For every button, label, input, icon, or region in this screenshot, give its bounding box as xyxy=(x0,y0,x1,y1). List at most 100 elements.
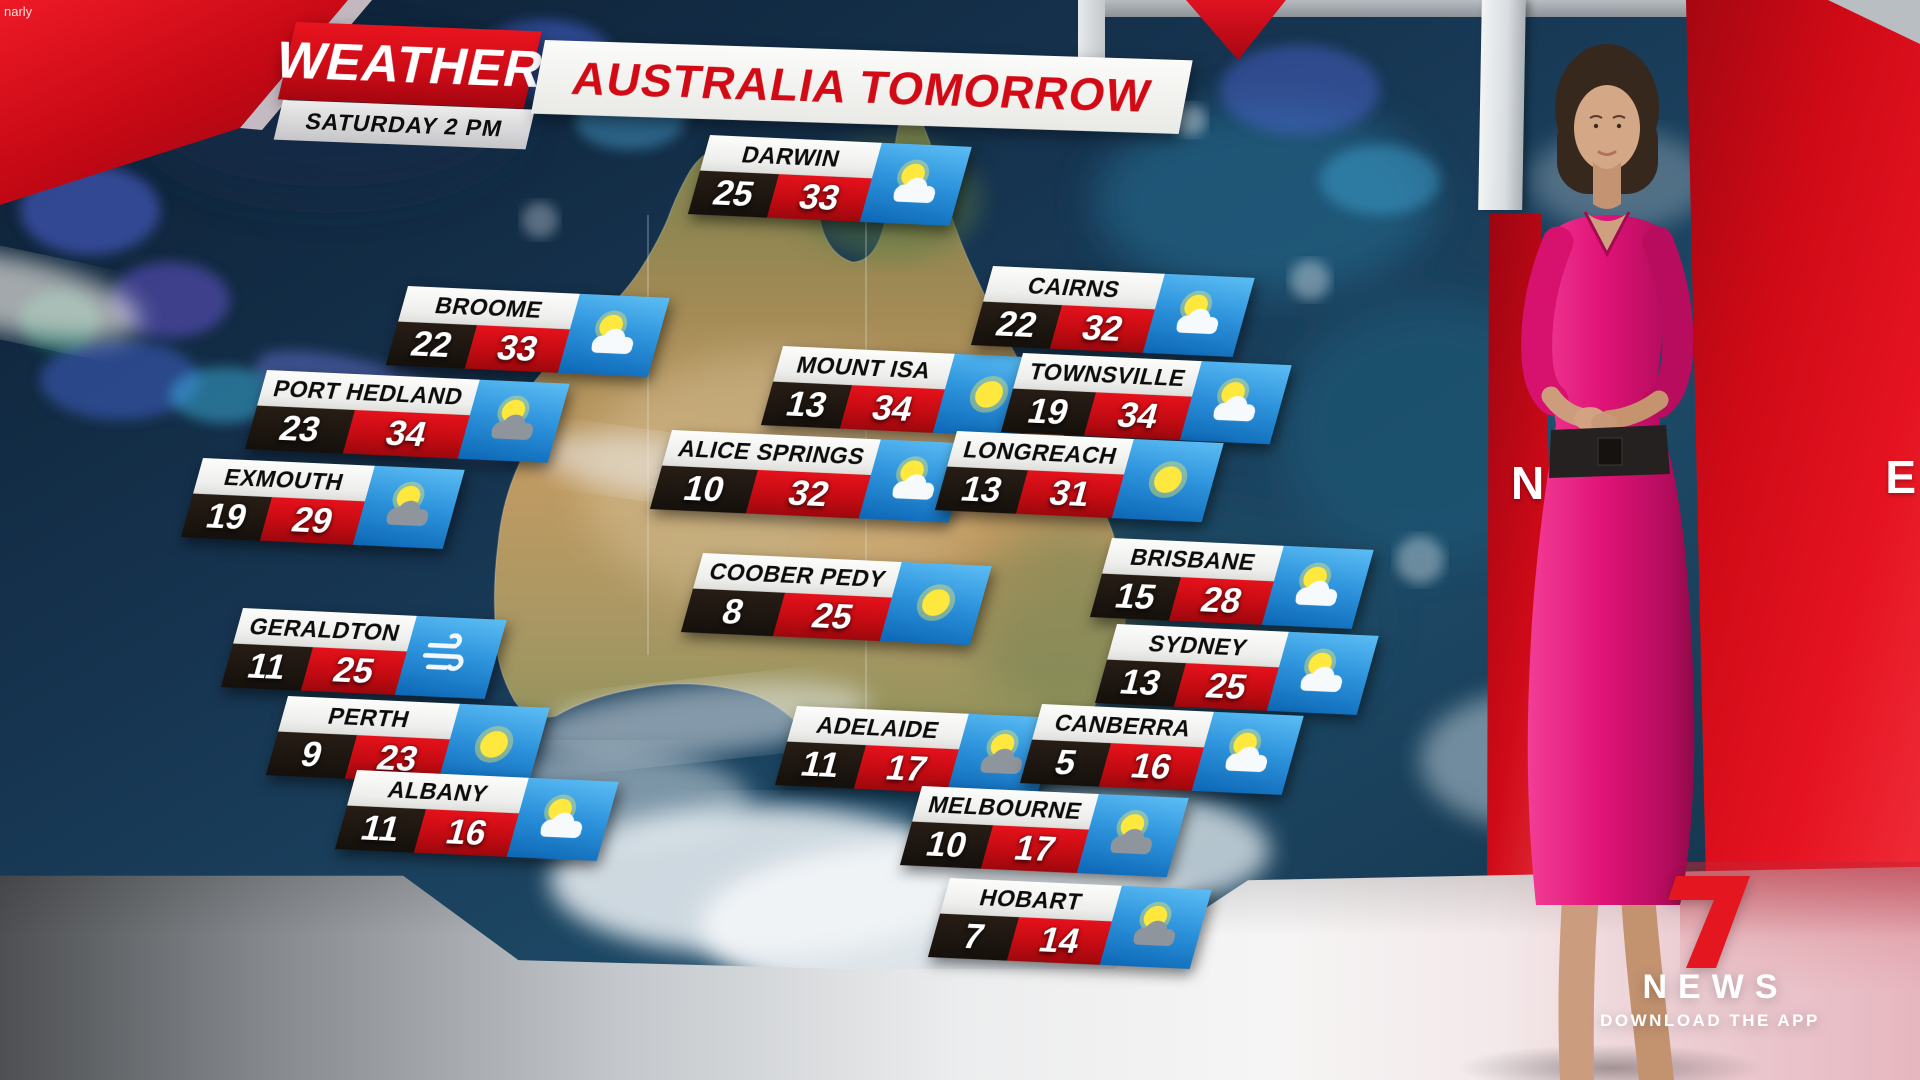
seven-logo-icon xyxy=(1668,876,1750,968)
weather-tile-adelaide: ADELAIDE 11 17 xyxy=(774,706,1059,797)
sunny-icon xyxy=(1148,461,1187,498)
icon-panel xyxy=(457,379,570,463)
sunny-icon xyxy=(474,725,514,763)
weather-tile-melbourne: MELBOURNE 10 17 xyxy=(899,786,1189,878)
icon-panel xyxy=(859,142,972,226)
min-temp: 9 xyxy=(265,731,358,779)
sun-grey-cloud-icon xyxy=(1110,809,1152,855)
max-temp: 32 xyxy=(746,469,872,519)
weather-tile-sydney: SYDNEY 13 25 xyxy=(1094,624,1379,715)
max-temp: 16 xyxy=(1098,743,1204,791)
icon-panel xyxy=(1180,361,1293,445)
weather-tile-darwin: DARWIN 25 33 xyxy=(687,135,972,226)
sun-grey-cloud-icon xyxy=(1133,901,1176,946)
min-temp: 10 xyxy=(649,465,759,514)
icon-panel xyxy=(437,703,550,787)
min-temp: 13 xyxy=(934,466,1029,514)
max-temp: 28 xyxy=(1168,577,1274,625)
channel-name: NEWS xyxy=(1642,968,1789,1006)
presenter-floor-shadow xyxy=(1455,1044,1765,1080)
app-tagline: DOWNLOAD THE APP xyxy=(1600,1011,1820,1030)
studio-red-wall: E xyxy=(1686,0,1920,884)
seven-news-logo: NEWS DOWNLOAD THE APP xyxy=(1580,876,1840,1031)
watermark: narly xyxy=(4,4,33,19)
weather-tile-alice-springs: ALICE SPRINGS 10 32 xyxy=(649,430,972,523)
weather-tile-port-hedland: PORT HEDLAND 23 34 xyxy=(244,370,570,463)
min-temp: 7 xyxy=(927,913,1020,961)
max-temp: 32 xyxy=(1049,305,1155,353)
max-temp: 16 xyxy=(413,809,519,857)
max-temp: 34 xyxy=(342,410,470,459)
icon-panel xyxy=(557,293,670,377)
min-temp: 22 xyxy=(385,321,478,369)
partly-cloudy-icon xyxy=(540,794,583,838)
weather-tile-perth: PERTH 9 23 xyxy=(265,696,550,787)
weather-tile-mount-isa: MOUNT ISA 13 34 xyxy=(760,346,1045,437)
weather-tile-canberra: CANBERRA 5 16 xyxy=(1019,704,1304,795)
min-temp: 19 xyxy=(180,493,273,541)
icon-panel xyxy=(1142,273,1255,357)
min-temp: 23 xyxy=(244,405,355,454)
icon-panel xyxy=(506,777,619,861)
min-temp: 19 xyxy=(1000,388,1096,436)
max-temp: 25 xyxy=(772,592,893,642)
weather-tile-broome: BROOME 22 33 xyxy=(385,286,670,377)
weather-tile-albany: ALBANY 11 16 xyxy=(334,770,619,861)
icon-panel xyxy=(1076,794,1189,878)
min-temp: 13 xyxy=(760,381,853,429)
max-temp: 34 xyxy=(1083,392,1193,441)
min-temp: 11 xyxy=(334,805,427,853)
min-temp: 10 xyxy=(899,821,994,869)
weather-tile-geraldton: GERALDTON 11 25 xyxy=(220,608,507,700)
studio-floor xyxy=(0,866,1920,1080)
icon-panel xyxy=(880,562,993,646)
icon-panel xyxy=(1099,885,1212,969)
min-temp: 5 xyxy=(1019,739,1112,787)
icon-panel xyxy=(1261,545,1374,629)
sun-grey-cloud-icon xyxy=(980,729,1023,774)
min-temp: 22 xyxy=(970,301,1063,349)
weather-tile-brisbane: BRISBANE 15 28 xyxy=(1089,538,1374,629)
max-temp: 34 xyxy=(839,385,945,433)
min-temp: 13 xyxy=(1094,659,1187,707)
icon-panel xyxy=(859,439,972,523)
icon-panel xyxy=(932,353,1045,437)
min-temp: 8 xyxy=(680,588,785,637)
max-temp: 33 xyxy=(766,174,872,222)
icon-panel xyxy=(1266,631,1379,715)
sun-grey-cloud-icon xyxy=(491,395,533,440)
sun-grey-cloud-icon xyxy=(386,481,429,526)
icon-panel xyxy=(946,713,1059,797)
max-temp: 33 xyxy=(464,325,570,373)
sunny-icon xyxy=(969,375,1009,413)
partly-cloudy-icon xyxy=(893,159,936,203)
min-temp: 11 xyxy=(220,643,313,691)
min-temp: 25 xyxy=(687,170,780,218)
wall-letter-e: E xyxy=(1885,451,1916,503)
sunny-icon xyxy=(917,584,956,621)
max-temp: 25 xyxy=(300,647,407,695)
max-temp: 25 xyxy=(1173,663,1279,711)
icon-panel xyxy=(1111,439,1224,523)
icon-panel xyxy=(1191,711,1304,795)
max-temp: 31 xyxy=(1016,470,1124,519)
weather-tile-townsville: TOWNSVILLE 19 34 xyxy=(1000,353,1293,445)
max-temp: 14 xyxy=(1006,917,1112,965)
max-temp: 29 xyxy=(259,497,365,545)
partly-cloudy-icon xyxy=(591,310,634,354)
min-temp: 15 xyxy=(1089,573,1182,621)
windy-icon xyxy=(422,633,464,671)
weather-tile-exmouth: EXMOUTH 19 29 xyxy=(180,458,465,549)
max-temp: 17 xyxy=(853,745,959,793)
partly-cloudy-icon xyxy=(1300,648,1343,692)
weather-tile-cairns: CAIRNS 22 32 xyxy=(970,266,1255,357)
partly-cloudy-icon xyxy=(1225,728,1268,772)
min-temp: 11 xyxy=(774,741,867,789)
partly-cloudy-icon xyxy=(1295,562,1338,606)
max-temp: 17 xyxy=(981,825,1089,874)
icon-panel xyxy=(394,615,507,700)
partly-cloudy-icon xyxy=(1213,378,1256,422)
weather-tile-longreach: LONGREACH 13 31 xyxy=(934,431,1224,523)
